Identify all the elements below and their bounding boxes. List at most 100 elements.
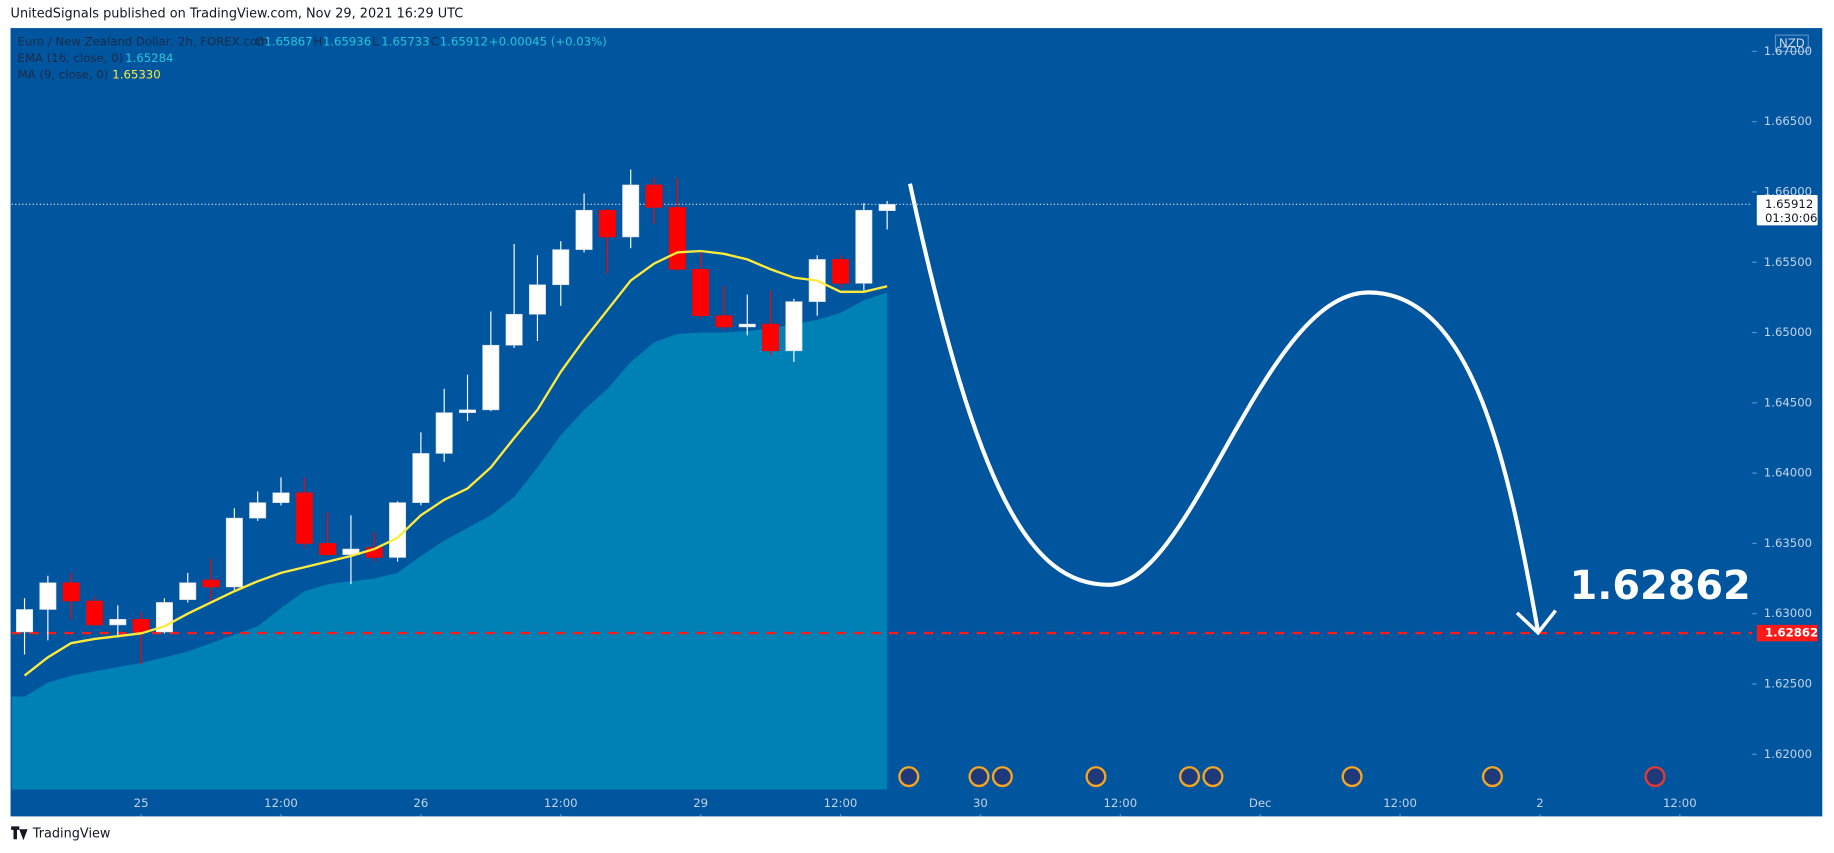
x-tick-label: 12:00	[1663, 796, 1697, 810]
x-tick-label: 12:00	[1383, 796, 1417, 810]
ma-line	[23, 249, 888, 677]
plot-area	[11, 50, 1757, 817]
y-tick-label: 1.64000	[1764, 466, 1812, 480]
event-icon[interactable]	[1644, 766, 1666, 788]
event-icon[interactable]	[1341, 766, 1363, 788]
candle-body	[598, 209, 616, 238]
ema-area	[11, 292, 888, 790]
candle-body	[435, 412, 453, 454]
target-price-tag	[1756, 624, 1818, 642]
x-tick-label: 12:00	[544, 796, 578, 810]
candle-body	[16, 609, 34, 633]
footer-brand: TradingView	[32, 826, 111, 841]
candle-body	[295, 492, 313, 544]
y-tick-label: 1.62500	[1764, 676, 1812, 690]
candle-body	[855, 209, 873, 284]
candle-body	[692, 268, 710, 316]
x-tick-label: 12:00	[824, 796, 858, 810]
candle-body	[86, 600, 103, 626]
event-icon[interactable]	[968, 766, 990, 788]
ma-legend-name: MA (9, close, 0)	[18, 67, 109, 81]
projection-curve	[907, 183, 1541, 632]
candle-body	[389, 502, 407, 558]
candle-body	[505, 313, 523, 346]
x-tick-label: 26	[413, 796, 428, 810]
legend: Euro / New Zealand Dollar, 2h, FOREX.com…	[18, 35, 269, 82]
legend-key: L	[372, 35, 379, 49]
ema-legend-value: 1.65284	[125, 51, 173, 65]
candle-body	[762, 323, 780, 352]
x-tick-label: 12:00	[264, 796, 298, 810]
candle-body	[39, 582, 57, 610]
candle-body	[622, 184, 640, 238]
legend-value: 1.65912	[440, 35, 488, 49]
y-tick-label: 1.64500	[1764, 395, 1812, 409]
candle-body	[552, 249, 570, 286]
candle-body	[342, 548, 360, 555]
candle-body	[668, 207, 686, 270]
target-annotation: 1.62862	[1570, 563, 1751, 609]
event-icon[interactable]	[1178, 766, 1201, 788]
last-price-label: 1.65912	[1765, 197, 1813, 211]
legend-change: +0.00045 (+0.03%)	[489, 35, 607, 49]
currency-box	[1774, 34, 1809, 53]
ema-legend-name: EMA (16, close, 0)	[18, 51, 124, 65]
candle-body	[738, 323, 756, 328]
y-tick-label: 1.67000	[1764, 44, 1812, 58]
y-tick-label: 1.66500	[1764, 114, 1812, 128]
legend-value: 1.65936	[323, 35, 371, 49]
candle-body	[528, 284, 546, 315]
tradingview-logo	[11, 826, 28, 841]
candle-body	[202, 579, 220, 588]
currency-label: NZD	[1779, 36, 1805, 50]
target-price-label: 1.62862	[1765, 626, 1818, 640]
x-tick-label: Dec	[1249, 796, 1272, 810]
candle-body	[715, 315, 733, 328]
legend-value: 1.65733	[381, 35, 429, 49]
candle-body	[785, 301, 803, 352]
y-tick-label: 1.65000	[1764, 325, 1812, 339]
event-icon[interactable]	[1202, 766, 1224, 788]
candle-body	[575, 209, 593, 250]
y-tick-label: 1.63500	[1764, 536, 1812, 550]
y-tick-label: 1.66000	[1764, 184, 1812, 198]
publish-header: UnitedSignals published on TradingView.c…	[11, 7, 464, 22]
projection-arrowhead	[1515, 609, 1557, 636]
y-tick-label: 1.62000	[1764, 747, 1812, 761]
legend-title: Euro / New Zealand Dollar, 2h, FOREX.com	[18, 35, 269, 49]
legend-key: O	[255, 35, 264, 49]
candle-body	[179, 582, 197, 600]
last-price-tag	[1756, 194, 1818, 226]
x-tick-label: 30	[973, 796, 988, 810]
candle-body	[62, 582, 80, 602]
x-tick-label: 2	[1536, 796, 1543, 810]
candle-body	[249, 502, 267, 519]
event-icon[interactable]	[1085, 766, 1107, 788]
candle-body	[132, 619, 150, 633]
countdown-label: 01:30:06	[1765, 211, 1818, 225]
event-icon[interactable]	[991, 766, 1013, 788]
legend-key: C	[430, 35, 438, 49]
legend-key: H	[313, 35, 322, 49]
candle-body	[412, 453, 430, 503]
event-icon[interactable]	[898, 766, 920, 788]
event-icon[interactable]	[1481, 766, 1503, 788]
ma-legend-value: 1.65330	[112, 67, 160, 81]
y-tick-label: 1.63000	[1764, 606, 1812, 620]
legend-value: 1.65867	[264, 35, 312, 49]
candle-body	[319, 543, 337, 555]
candle-body	[482, 344, 500, 411]
candle-body	[645, 184, 663, 208]
candle-body	[225, 517, 243, 588]
x-tick-label: 29	[693, 796, 708, 810]
candle-body	[109, 619, 127, 626]
x-tick-label: 12:00	[1103, 796, 1137, 810]
candle-body	[878, 204, 896, 211]
candle-body	[832, 259, 850, 284]
x-tick-label: 25	[134, 796, 149, 810]
candle-body	[459, 409, 476, 413]
event-icons	[898, 766, 1666, 788]
candle-body	[272, 492, 290, 503]
y-tick-label: 1.65500	[1764, 255, 1812, 269]
